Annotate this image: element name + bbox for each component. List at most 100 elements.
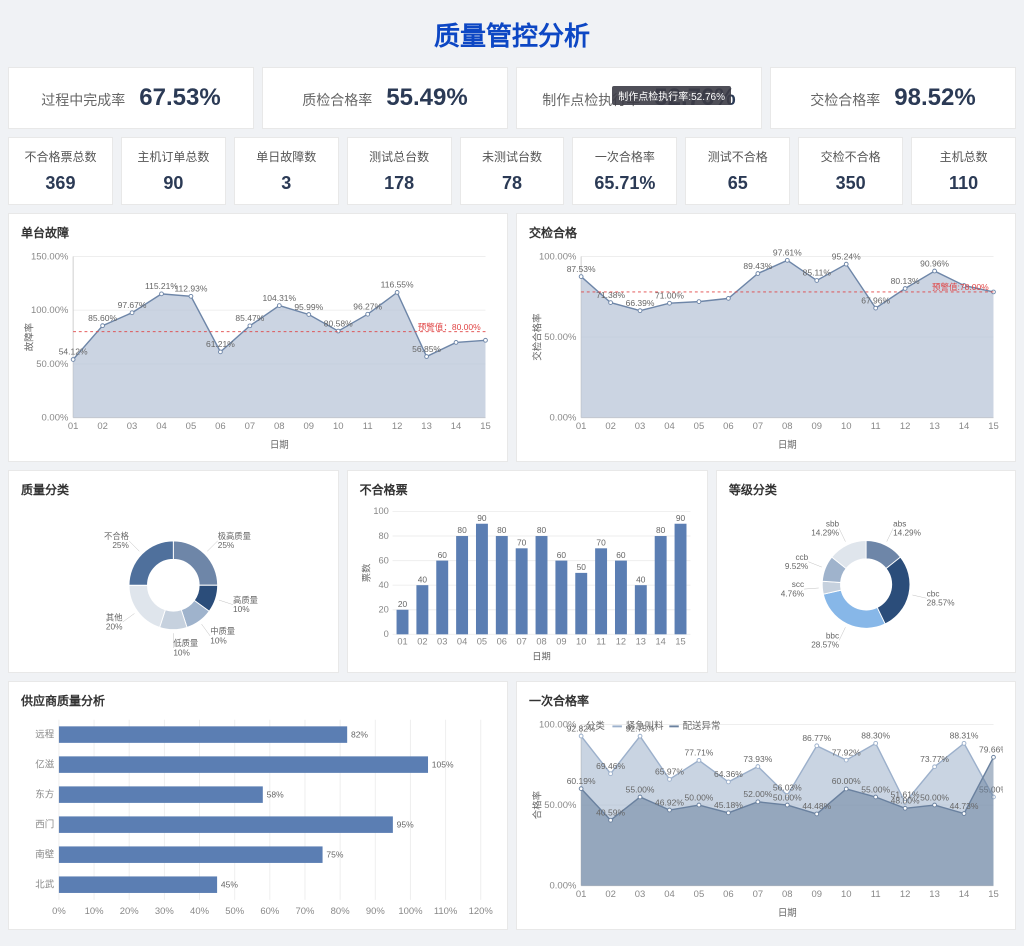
svg-text:50%: 50% (225, 906, 245, 917)
svg-text:0.00%: 0.00% (550, 412, 577, 423)
svg-text:50.00%: 50.00% (36, 359, 69, 370)
svg-text:bbc: bbc (826, 631, 839, 640)
svg-text:71.38%: 71.38% (596, 290, 625, 300)
kpi-label: 单日故障数 (239, 148, 334, 165)
svg-text:75%: 75% (326, 850, 343, 860)
kpi-label: 测试总台数 (352, 148, 447, 165)
svg-text:14: 14 (451, 421, 462, 432)
svg-text:80: 80 (656, 525, 666, 535)
chart-fail-tickets: 不合格票 02040608010020014002600380049005800… (347, 470, 708, 673)
svg-text:04: 04 (664, 421, 675, 432)
svg-text:14.29%: 14.29% (811, 529, 840, 538)
chart-title: 一次合格率 (529, 692, 1003, 709)
chart-title: 单台故障 (21, 224, 495, 241)
svg-text:03: 03 (635, 421, 646, 432)
svg-text:110%: 110% (434, 906, 458, 917)
svg-text:88.30%: 88.30% (861, 731, 890, 741)
svg-text:88.31%: 88.31% (950, 731, 979, 741)
svg-text:97.61%: 97.61% (773, 248, 802, 258)
svg-text:95.24%: 95.24% (832, 251, 861, 261)
svg-text:03: 03 (437, 636, 447, 646)
svg-text:104.31%: 104.31% (263, 293, 297, 303)
svg-text:85.11%: 85.11% (803, 268, 832, 278)
svg-text:0.00%: 0.00% (42, 412, 69, 423)
svg-text:11: 11 (363, 421, 373, 432)
svg-text:80: 80 (457, 525, 467, 535)
svg-text:58%: 58% (267, 790, 284, 800)
svg-text:01: 01 (576, 421, 587, 432)
svg-text:64.36%: 64.36% (714, 769, 743, 779)
page-title: 质量管控分析 (8, 16, 1016, 53)
svg-text:合格率: 合格率 (531, 791, 543, 819)
kpi-value: 65.71% (577, 173, 672, 194)
svg-text:40.59%: 40.59% (596, 808, 625, 818)
kpi-label: 一次合格率 (577, 148, 672, 165)
svg-text:05: 05 (694, 421, 705, 432)
svg-text:亿滋: 亿滋 (35, 759, 54, 771)
svg-text:28.57%: 28.57% (811, 641, 840, 650)
svg-text:70: 70 (596, 537, 606, 547)
svg-text:07: 07 (245, 421, 256, 432)
chart-quality-class: 质量分类 极高质量25%高质量10%中质量10%低质量10%其他20%不合格25… (8, 470, 339, 673)
svg-text:12: 12 (392, 421, 403, 432)
svg-text:4.76%: 4.76% (781, 589, 805, 598)
svg-text:02: 02 (605, 421, 616, 432)
kpi-value: 350 (803, 173, 898, 194)
svg-text:65.97%: 65.97% (655, 767, 684, 777)
kpi-large: 交检合格率98.52% (770, 67, 1016, 129)
kpi-value: 98.52% (894, 84, 975, 112)
kpi-value: 55.49% (386, 84, 467, 112)
svg-text:02: 02 (97, 421, 108, 432)
svg-text:05: 05 (694, 889, 705, 900)
svg-text:13: 13 (635, 636, 645, 646)
svg-text:92.75%: 92.75% (626, 723, 655, 733)
svg-text:ccb: ccb (795, 553, 808, 562)
svg-text:07: 07 (516, 636, 526, 646)
svg-text:07: 07 (753, 889, 764, 900)
svg-text:60.00%: 60.00% (832, 776, 861, 786)
svg-text:15: 15 (988, 889, 999, 900)
kpi-small: 测试总台数178 (347, 137, 452, 205)
svg-text:90%: 90% (366, 906, 386, 917)
svg-text:73.77%: 73.77% (920, 754, 949, 764)
chart-first-pass-rate: 一次合格率 0.00%50.00%100.00%0102030405060708… (516, 681, 1016, 930)
svg-text:11: 11 (596, 636, 606, 646)
chart-single-fault: 单台故障 0.00%50.00%100.00%150.00%0102030405… (8, 213, 508, 462)
svg-text:90: 90 (477, 513, 487, 523)
svg-text:77.71%: 77.71% (685, 748, 714, 758)
svg-text:04: 04 (156, 421, 167, 432)
svg-text:20%: 20% (120, 906, 140, 917)
svg-text:15: 15 (988, 421, 999, 432)
svg-text:61.21%: 61.21% (206, 339, 235, 349)
svg-text:10: 10 (576, 636, 586, 646)
svg-text:12: 12 (900, 421, 911, 432)
svg-text:北武: 北武 (35, 879, 54, 891)
svg-text:01: 01 (68, 421, 79, 432)
svg-text:日期: 日期 (778, 440, 797, 451)
svg-text:14.29%: 14.29% (893, 529, 922, 538)
svg-text:票数: 票数 (360, 563, 371, 582)
svg-text:100: 100 (373, 506, 389, 516)
kpi-large: 制作点检执行率52.76%制作点检执行率:52.76% (516, 67, 762, 129)
svg-text:100.00%: 100.00% (31, 305, 69, 316)
svg-text:95%: 95% (397, 820, 414, 830)
svg-text:150.00%: 150.00% (31, 251, 69, 262)
svg-text:80: 80 (537, 525, 547, 535)
chart-title: 供应商质量分析 (21, 692, 495, 709)
svg-text:56.85%: 56.85% (412, 344, 441, 354)
svg-text:86.77%: 86.77% (802, 733, 831, 743)
svg-text:04: 04 (664, 889, 675, 900)
svg-text:90.96%: 90.96% (920, 258, 949, 268)
kpi-value: 3 (239, 173, 334, 194)
svg-text:120%: 120% (469, 906, 494, 917)
chart-supplier-quality: 供应商质量分析 0%10%20%30%40%50%60%70%80%90%100… (8, 681, 508, 930)
svg-text:90: 90 (676, 513, 686, 523)
svg-text:80: 80 (378, 531, 388, 541)
chart-title: 不合格票 (360, 481, 695, 498)
svg-text:80%: 80% (331, 906, 351, 917)
svg-text:故障率: 故障率 (23, 323, 35, 351)
svg-text:12: 12 (615, 636, 625, 646)
svg-text:日期: 日期 (778, 908, 797, 919)
kpi-value: 90 (126, 173, 221, 194)
svg-text:44.73%: 44.73% (950, 801, 979, 811)
